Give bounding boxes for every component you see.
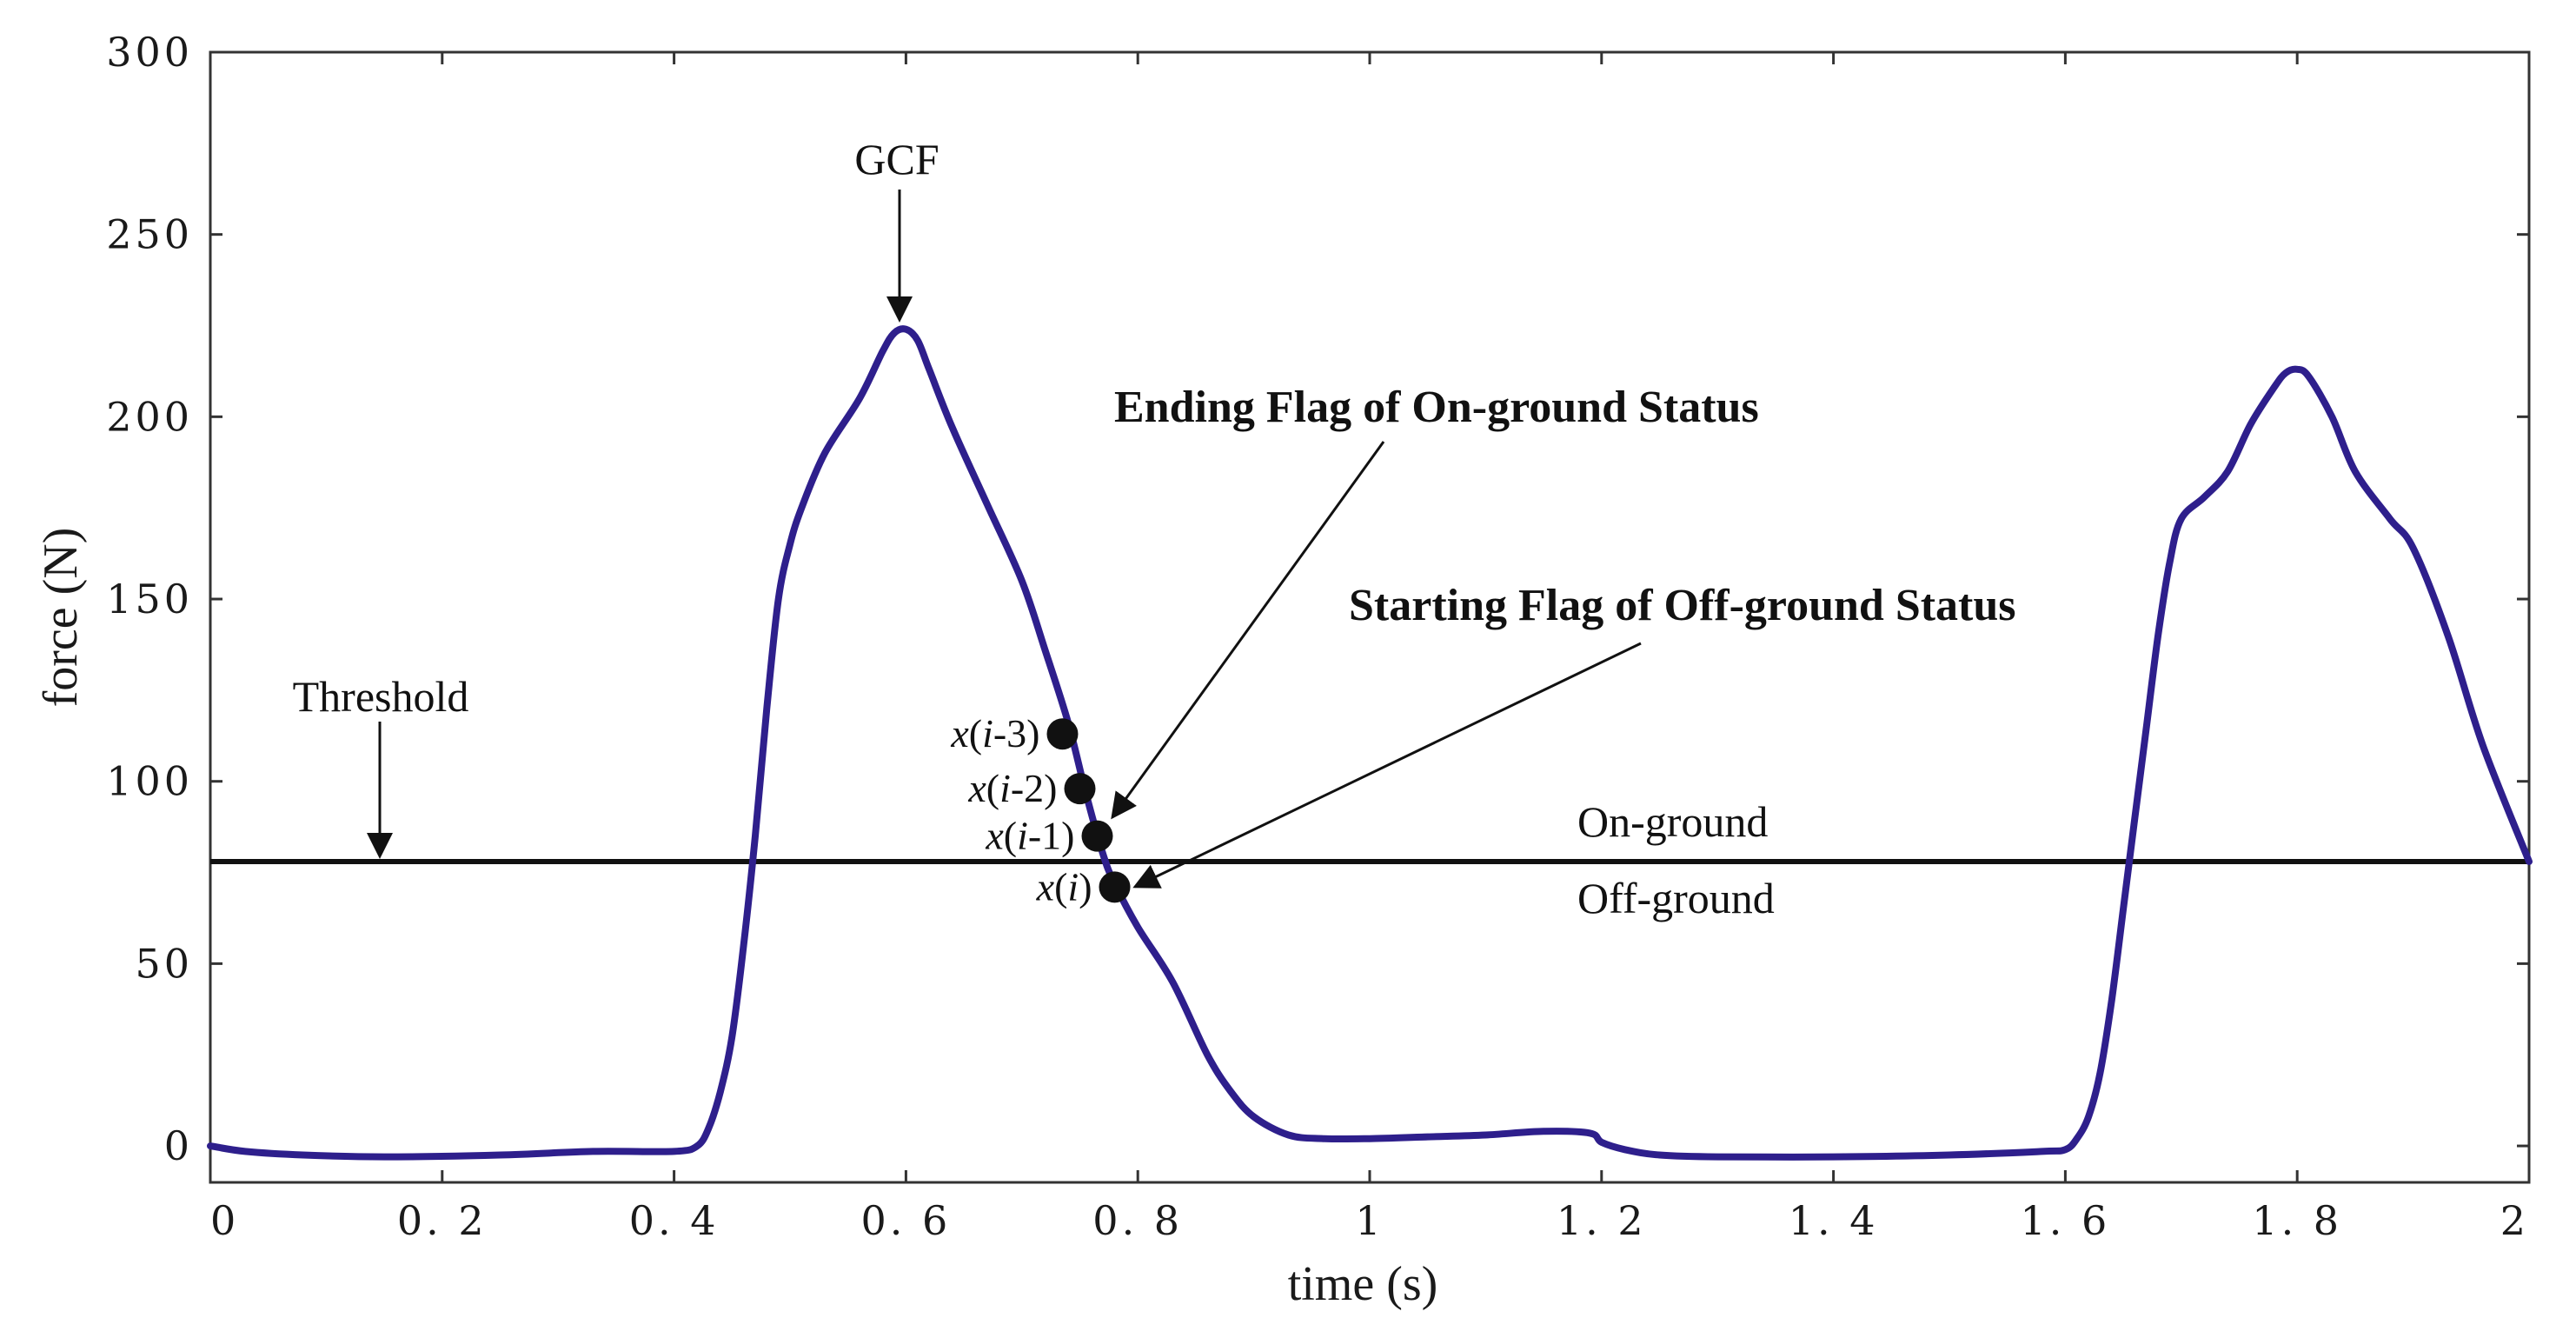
flag-point-label: x(i-3) — [950, 711, 1039, 756]
starting-flag-arrow — [1132, 642, 1642, 889]
x-tick-label: 1. 6 — [2021, 1197, 2111, 1244]
x-axis-label: time (s) — [1288, 1257, 1438, 1311]
x-tick-label: 0. 8 — [1092, 1197, 1183, 1244]
y-tick-labels: 0 50 100 150 200 250 300 — [106, 29, 193, 1169]
flag-points: x(i-3) x(i-2)x(i-1) x(i) — [950, 711, 1131, 909]
axis-ticks — [209, 50, 2531, 1182]
x-tick-labels: 0 0. 2 0. 4 0. 6 0. 8 1 1. 2 1. 4 1. 6 1. 8 2 — [210, 1197, 2529, 1244]
y-tick-label: 0 — [164, 1122, 193, 1169]
flag-point — [1046, 718, 1079, 750]
x-tick-label: 1. 4 — [1789, 1197, 1879, 1244]
y-tick-label: 100 — [106, 758, 193, 805]
ending-flag-label: Ending Flag of On-ground Status — [1114, 383, 1759, 432]
x-tick-label: 0 — [210, 1197, 239, 1244]
x-tick-label: 2 — [2500, 1197, 2529, 1244]
flag-point — [1099, 871, 1131, 903]
flag-point-label: x(i) — [1036, 864, 1092, 909]
starting-flag-label: Starting Flag of Off-ground Status — [1349, 581, 2016, 630]
x-tick-label: 1 — [1355, 1197, 1384, 1244]
y-tick-label: 200 — [106, 393, 193, 440]
y-tick-label: 150 — [106, 576, 193, 622]
x-tick-label: 0. 2 — [397, 1197, 488, 1244]
gcf-series-line — [207, 325, 2533, 1161]
on-ground-label: On-ground — [1577, 797, 1768, 846]
x-tick-label: 1. 8 — [2252, 1197, 2342, 1244]
x-tick-label: 0. 6 — [861, 1197, 952, 1244]
ending-flag-arrow — [1111, 441, 1385, 820]
threshold-label: Threshold — [293, 672, 469, 721]
x-tick-label: 1. 2 — [1557, 1197, 1647, 1244]
flag-point-label: x(i-2) — [967, 766, 1057, 810]
off-ground-label: Off-ground — [1577, 874, 1775, 922]
y-tick-label: 50 — [135, 940, 193, 987]
y-tick-label: 300 — [106, 29, 193, 76]
flag-point-label: x(i-1) — [985, 814, 1074, 858]
y-axis-label: force (N) — [34, 528, 88, 708]
y-tick-label: 250 — [106, 211, 193, 258]
flag-point — [1081, 820, 1113, 852]
gcf-label: GCF — [854, 135, 939, 183]
flag-point — [1064, 773, 1096, 805]
x-tick-label: 0. 4 — [629, 1197, 720, 1244]
